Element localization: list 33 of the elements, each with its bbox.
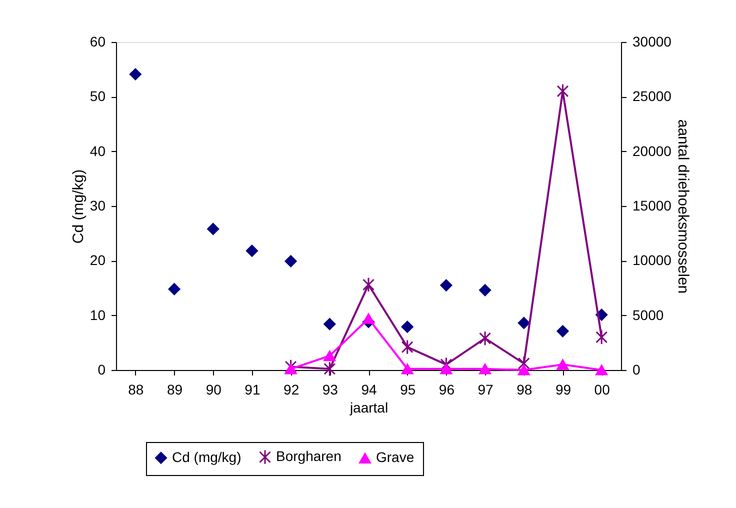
x-tick-label: 91: [244, 382, 260, 398]
x-tick-label: 94: [361, 382, 377, 398]
legend-label: Borgharen: [276, 448, 342, 464]
y-tick-label: 50: [90, 88, 106, 104]
x-tick-label: 93: [322, 382, 338, 398]
y-tick-label: 10: [90, 306, 106, 323]
y2-tick-label: 25000: [632, 88, 672, 104]
y2-tick-label: 15000: [632, 198, 672, 214]
x-tick-label: 96: [438, 382, 455, 398]
x-tick-label: 00: [594, 382, 610, 398]
x-tick-label: 90: [206, 382, 222, 398]
y-tick-label: 30: [90, 198, 106, 214]
y2-tick-label: 20000: [632, 142, 672, 159]
legend-label: Cd (mg/kg): [172, 448, 242, 465]
y-tick-label: 0: [98, 362, 106, 378]
x-tick-label: 95: [400, 382, 416, 398]
y-tick-label: 20: [90, 252, 106, 268]
x-tick-label: 99: [555, 382, 572, 398]
x-tick-label: 92: [284, 382, 300, 398]
x-tick-label: 97: [478, 382, 494, 398]
y-axis-title: Cd (mg/kg): [70, 169, 87, 244]
y-tick-label: 40: [90, 142, 106, 159]
y2-tick-label: 30000: [632, 34, 672, 50]
x-tick-label: 89: [166, 382, 183, 398]
x-axis-title: jaartal: [348, 400, 388, 416]
y2-tick-label: 5000: [632, 306, 664, 323]
x-tick-label: 88: [128, 382, 144, 398]
y2-axis-title: aantal driehoeksmosselen: [674, 119, 692, 294]
x-tick-label: 98: [516, 382, 532, 398]
y2-tick-label: 0: [632, 362, 640, 378]
y2-tick-label: 10000: [632, 252, 672, 268]
y-tick-label: 60: [90, 34, 106, 50]
legend-label: Grave: [376, 449, 414, 466]
